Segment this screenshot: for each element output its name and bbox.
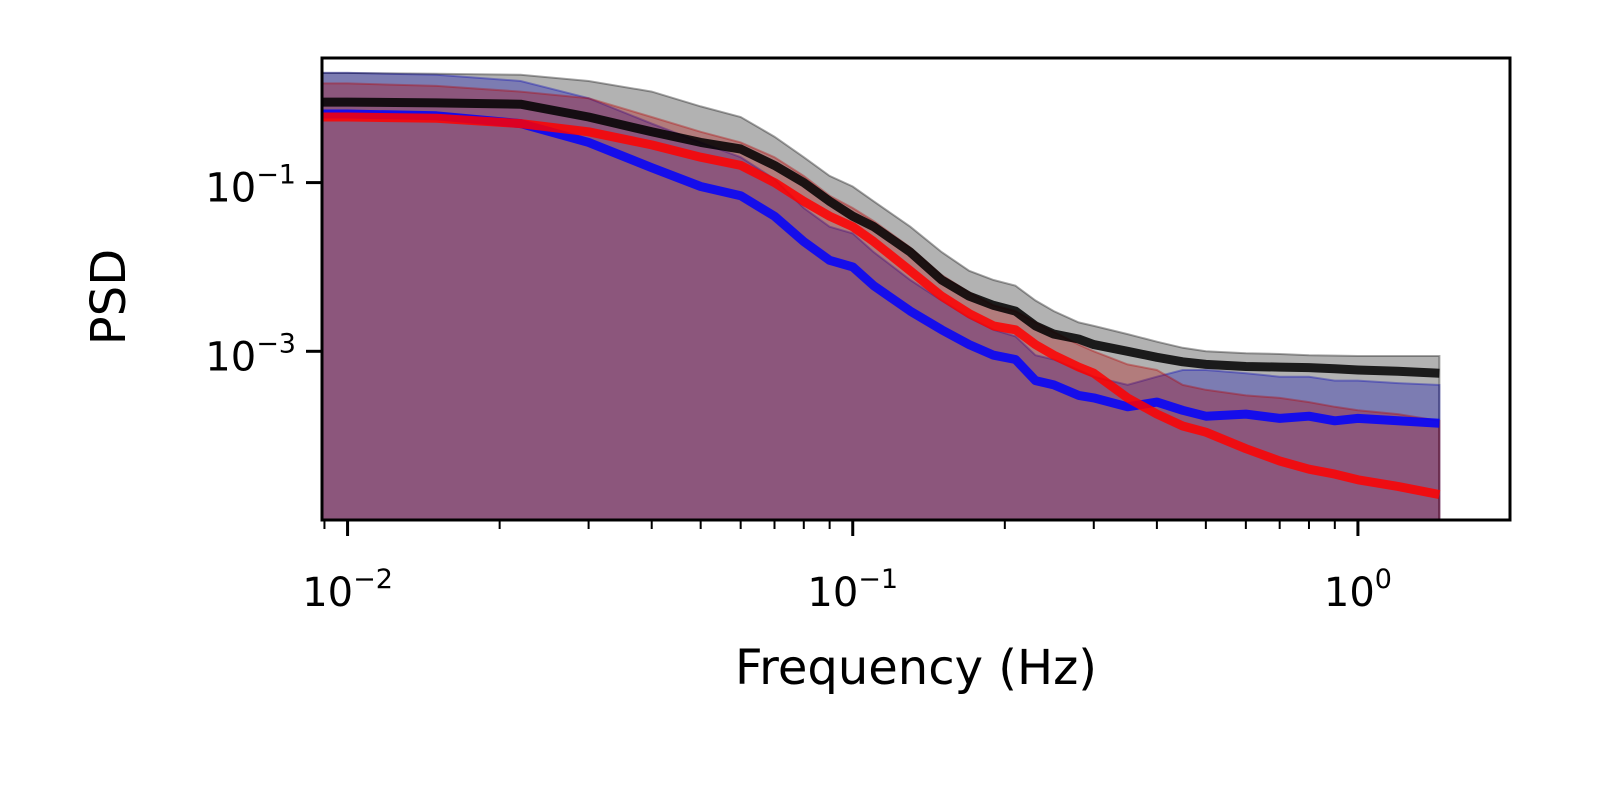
series-band-1 — [322, 71, 1441, 520]
y-tick-label-1: 10−1 — [205, 160, 296, 212]
series-line-3 — [322, 97, 1440, 378]
y-axis-title: PSD — [81, 249, 137, 345]
series-line-2 — [322, 112, 1441, 500]
series-line-1 — [322, 109, 1440, 428]
y-tick-label-2: 10−3 — [205, 328, 296, 380]
x-tick-label-1: 10−2 — [302, 564, 393, 616]
series-band-3 — [322, 71, 1441, 520]
x-axis-ticks: 10−2 10−1 100 — [302, 520, 1392, 616]
x-tick-label-2: 10−1 — [807, 564, 898, 616]
series-lines — [322, 97, 1441, 500]
plot-frame — [320, 56, 1512, 522]
x-tick-label-3: 100 — [1324, 564, 1392, 616]
x-axis-title: Frequency (Hz) — [735, 640, 1097, 696]
confidence-bands — [322, 71, 1441, 520]
y-axis-ticks: 10−1 10−3 — [205, 160, 322, 380]
